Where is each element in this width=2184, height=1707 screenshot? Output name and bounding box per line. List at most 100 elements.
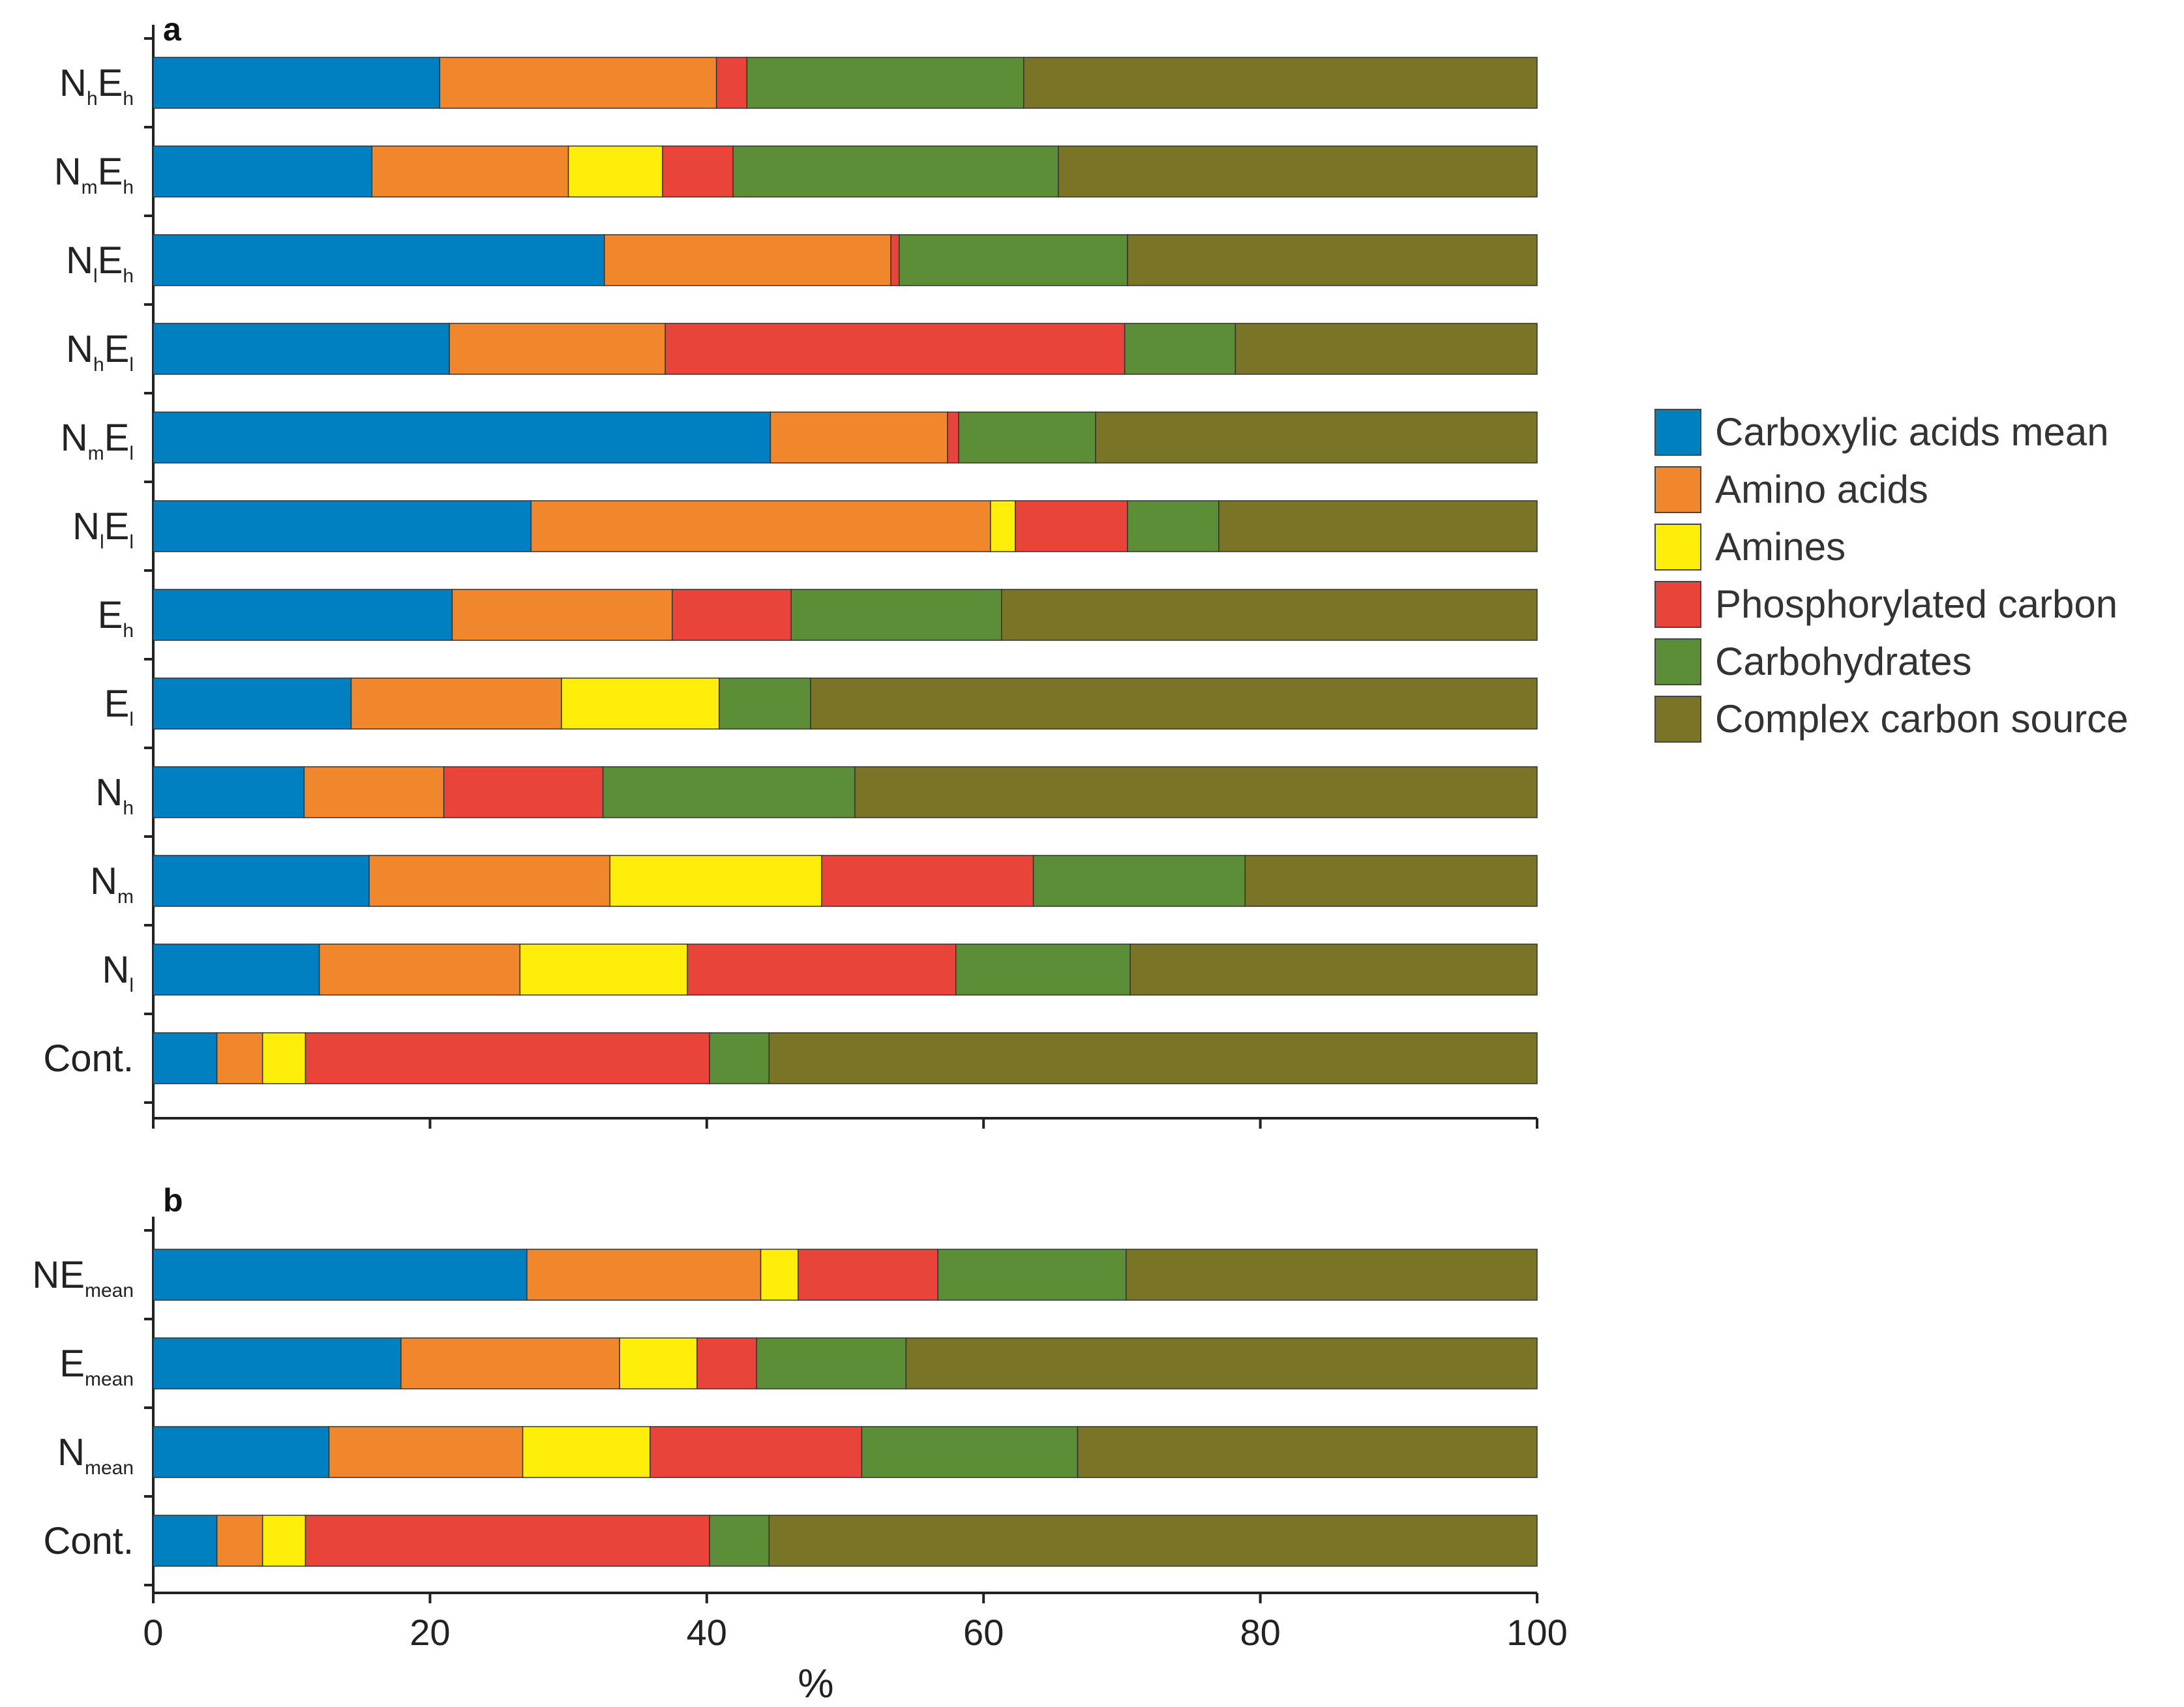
bar-segment-carbohydrates xyxy=(756,1337,907,1389)
bar-segment-amines xyxy=(262,1032,307,1084)
bar-row: Emean xyxy=(59,1337,1538,1390)
bar-segment-complex-carbon-source xyxy=(1127,234,1538,286)
category-label-base: NE xyxy=(32,1254,85,1296)
category-label-sub: m xyxy=(88,443,104,464)
bar-segment-amino-acids xyxy=(371,145,569,198)
legend-swatch xyxy=(1654,638,1701,685)
bar-segment-carbohydrates xyxy=(899,234,1128,286)
bar-segment-phosphorylated-carbon xyxy=(665,323,1126,375)
bar-segment-amino-acids xyxy=(303,766,445,818)
category-label-base: N xyxy=(72,505,100,548)
category-label-base2: E xyxy=(98,151,123,193)
bar-row: NlEh xyxy=(66,234,1538,287)
bar-segment-carbohydrates xyxy=(958,411,1096,464)
category-label: NmEh xyxy=(54,151,134,198)
legend-swatch xyxy=(1654,524,1701,571)
bar-row: Nmean xyxy=(57,1426,1538,1479)
bar-segment-carbohydrates xyxy=(709,1032,770,1084)
category-label: Nh xyxy=(95,771,134,819)
bar-segment-carbohydrates xyxy=(955,943,1131,996)
bar-segment-carbohydrates xyxy=(719,677,811,730)
category-label: NEmean xyxy=(32,1254,134,1301)
category-label-base2: E xyxy=(104,328,130,370)
category-label-base2: E xyxy=(104,417,130,459)
bar-segment-phosphorylated-carbon xyxy=(947,411,959,464)
bar-segment-carbohydrates xyxy=(602,766,856,818)
category-label-sub2: h xyxy=(123,265,134,287)
bar-segment-carbohydrates xyxy=(746,57,1025,109)
bar-segment-carbohydrates xyxy=(709,1515,770,1567)
category-label-base: N xyxy=(57,1431,85,1474)
category-label-sub2: l xyxy=(129,531,134,553)
bar-segment-carboxylic-acids-mean xyxy=(153,57,441,109)
category-label: Cont. xyxy=(43,1520,134,1562)
category-label-base: Cont. xyxy=(43,1037,134,1080)
legend-label: Amino acids xyxy=(1715,468,1928,511)
bar-segment-complex-carbon-source xyxy=(905,1337,1538,1389)
legend-swatch xyxy=(1654,581,1701,628)
category-label-base2: E xyxy=(98,239,123,282)
bar-segment-phosphorylated-carbon xyxy=(662,145,734,198)
x-tick-label: 60 xyxy=(963,1612,1004,1653)
category-label-base: E xyxy=(104,683,130,725)
legend-item: Carboxylic acids mean xyxy=(1654,409,2109,456)
legend-item: Complex carbon source xyxy=(1654,696,2129,743)
bar-segment-carboxylic-acids-mean xyxy=(153,677,352,730)
category-label-base: N xyxy=(102,949,129,991)
bar-segment-complex-carbon-source xyxy=(1001,589,1538,641)
bar-segment-amines xyxy=(262,1515,307,1567)
legend-label: Amines xyxy=(1715,525,1846,569)
bar-segment-carboxylic-acids-mean xyxy=(153,234,605,286)
bar-segment-carboxylic-acids-mean xyxy=(153,500,532,552)
bar-segment-amines xyxy=(522,1426,651,1478)
category-label-sub2: l xyxy=(129,354,134,376)
bar-row: Nl xyxy=(102,943,1538,996)
category-label-base: N xyxy=(66,239,93,282)
category-label-sub: l xyxy=(93,265,98,287)
bar-segment-complex-carbon-source xyxy=(1095,411,1538,464)
bar-segment-phosphorylated-carbon xyxy=(672,589,792,641)
legend-swatch xyxy=(1654,466,1701,513)
x-axis-title: % xyxy=(798,1661,833,1706)
bar-segment-amino-acids xyxy=(318,943,521,996)
x-tick-label: 40 xyxy=(687,1612,727,1653)
bar-segment-amino-acids xyxy=(216,1515,263,1567)
bar-segment-carbohydrates xyxy=(861,1426,1079,1478)
category-label-sub: l xyxy=(129,975,134,996)
category-label-sub: h xyxy=(123,797,134,819)
category-label-base2: E xyxy=(98,62,123,104)
bar-segment-complex-carbon-source xyxy=(1129,943,1538,996)
legend-swatch xyxy=(1654,696,1701,743)
bar-row: Eh xyxy=(98,589,1538,642)
bar-segment-carbohydrates xyxy=(732,145,1059,198)
category-label: Nm xyxy=(90,860,134,908)
bar-segment-complex-carbon-source xyxy=(1058,145,1538,198)
category-label-sub2: l xyxy=(129,443,134,464)
legend-swatch xyxy=(1654,409,1701,456)
bar-segment-complex-carbon-source xyxy=(810,677,1538,730)
bar-segment-complex-carbon-source xyxy=(768,1515,1538,1567)
bar-segment-carbohydrates xyxy=(1124,323,1236,375)
bar-segment-amines xyxy=(567,145,663,198)
x-tick-label: 0 xyxy=(143,1612,163,1653)
bar-segment-complex-carbon-source xyxy=(1126,1249,1538,1301)
bar-segment-amines xyxy=(519,943,688,996)
category-label-sub: l xyxy=(129,709,134,730)
category-label-sub2: h xyxy=(123,88,134,110)
bar-segment-amino-acids xyxy=(439,57,717,109)
legend-label: Complex carbon source xyxy=(1715,697,2129,741)
bar-segment-phosphorylated-carbon xyxy=(821,855,1034,907)
bar-row: NlEl xyxy=(72,500,1538,553)
legend-label: Carboxylic acids mean xyxy=(1715,410,2109,454)
category-label: NhEl xyxy=(66,328,134,376)
bar-segment-phosphorylated-carbon xyxy=(715,57,748,109)
bar-segment-phosphorylated-carbon xyxy=(798,1249,938,1301)
bar-segment-amines xyxy=(760,1249,799,1301)
bar-segment-carboxylic-acids-mean xyxy=(153,855,370,907)
bar-segment-complex-carbon-source xyxy=(1023,57,1538,109)
bar-segment-amines xyxy=(561,677,720,730)
bar-row: Cont. xyxy=(43,1515,1538,1567)
category-label: El xyxy=(104,683,134,730)
